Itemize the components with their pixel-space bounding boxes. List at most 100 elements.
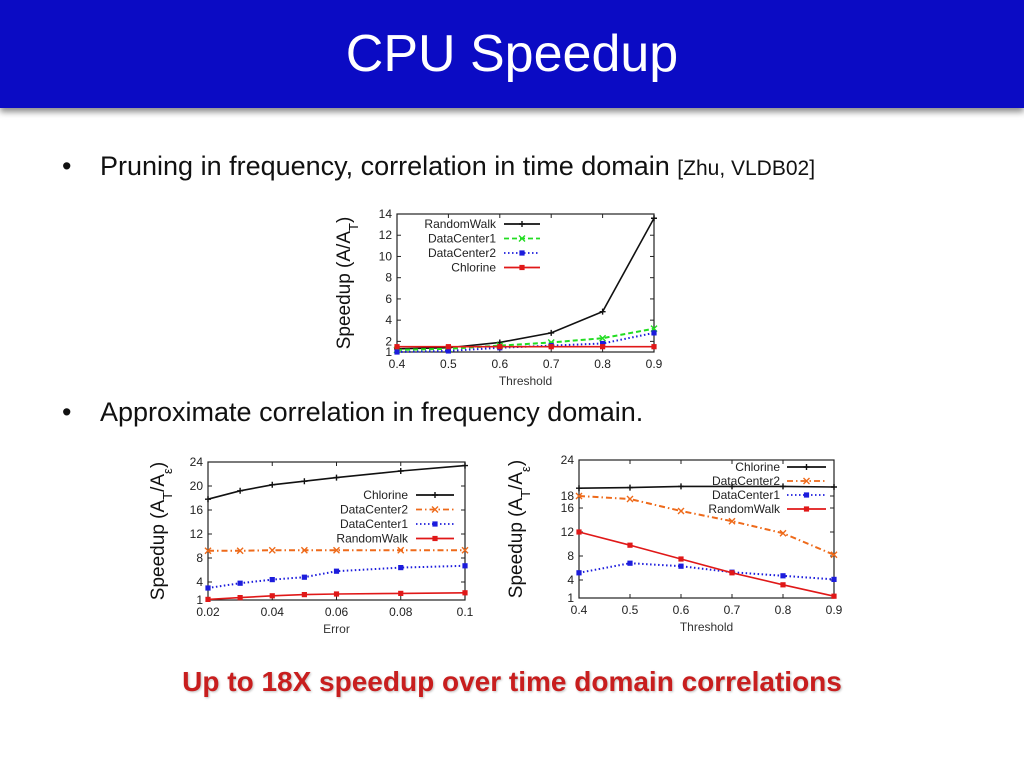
data-point (398, 565, 404, 571)
y-tick-label: 4 (385, 313, 392, 327)
bullet-2-text: Approximate correlation in frequency dom… (100, 397, 644, 427)
data-point (678, 483, 684, 490)
data-point (432, 521, 438, 527)
data-point (626, 495, 634, 503)
y-tick-label: 20 (190, 479, 204, 493)
data-point (576, 529, 582, 535)
series-line-randomwalk (578, 531, 835, 597)
x-tick-label: 0.4 (389, 357, 406, 371)
legend-label-randomwalk: RandomWalk (424, 217, 497, 231)
title-bar: CPU Speedup (0, 0, 1024, 108)
bullet-1: • Pruning in frequency, correlation in ti… (62, 151, 815, 182)
data-point (205, 496, 211, 503)
y-axis-label: Speedup (A/AT) (334, 217, 361, 350)
data-point (397, 546, 405, 554)
data-point (497, 344, 503, 350)
data-point (599, 334, 607, 342)
data-point (831, 484, 837, 490)
y-tick-label: 14 (379, 207, 393, 221)
slide-title: CPU Speedup (345, 25, 679, 83)
x-tick-label: 0.4 (571, 603, 588, 617)
y-tick-label: 2 (385, 334, 392, 348)
data-point (237, 595, 243, 601)
data-point (432, 535, 438, 542)
data-point (237, 580, 243, 586)
series-line-randomwalk (396, 217, 655, 350)
data-point (830, 551, 838, 559)
data-point (803, 492, 810, 498)
data-point (333, 474, 340, 481)
data-point (301, 592, 307, 598)
data-point (397, 468, 404, 474)
y-tick-label: 16 (561, 501, 575, 515)
y-label-part: Speedup (A (506, 498, 527, 599)
chart-error-svg: Speedup (AT/Aε) 1 4 8 12 16 20 24 0.02 0.04 0.06 0.… (148, 455, 474, 636)
legend-label-datacenter1: DataCenter1 (340, 517, 408, 531)
data-point (301, 574, 307, 580)
y-tick-label: 8 (196, 551, 203, 565)
x-tick-label: 0.5 (622, 603, 639, 617)
data-point (269, 593, 275, 599)
data-point (627, 560, 633, 566)
chart-threshold-time-svg: Speedup (A/AT) 12 4 6 8 10 12 14 0.4 0.5 0.6 0.7 0.8… (334, 207, 663, 388)
data-point (462, 563, 468, 569)
data-point (779, 529, 787, 537)
data-point (803, 464, 810, 470)
data-point (780, 582, 786, 588)
x-tick-label: 0.08 (389, 605, 413, 619)
legend-label-datacenter2: DataCenter2 (340, 503, 408, 517)
data-point (237, 487, 244, 494)
series-line-chlorine (578, 485, 835, 489)
x-tick-label: 0.9 (646, 357, 663, 371)
y-label-part: ) (506, 460, 527, 466)
bullet-1-text: Pruning in frequency, correlation in tim… (100, 151, 678, 181)
y-tick-label: 12 (190, 527, 204, 541)
y-tick-label: 24 (190, 455, 204, 469)
data-point (599, 308, 606, 315)
data-point (803, 477, 810, 485)
legend-label-datacenter1: DataCenter1 (712, 488, 780, 502)
data-point (518, 235, 526, 242)
series-line-datacenter1 (396, 327, 655, 351)
bullet-2: • Approximate correlation in frequency do… (62, 397, 643, 428)
y-label-subscript: T (160, 492, 175, 500)
data-point (729, 483, 735, 490)
data-point (575, 492, 583, 500)
data-point (205, 596, 211, 602)
x-tick-label: 0.7 (543, 357, 560, 371)
x-tick-label: 0.02 (196, 605, 220, 619)
plot-frame (578, 459, 835, 599)
data-point (269, 481, 276, 488)
x-tick-label: 0.7 (724, 603, 741, 617)
data-point (519, 250, 525, 256)
data-point (205, 585, 211, 591)
legend-label-datacenter1: DataCenter1 (428, 232, 496, 246)
data-point (678, 556, 684, 562)
chart-error: Speedup (AT/Aε) 1 4 8 12 16 20 24 0.02 0.04 0.06 0.… (144, 448, 478, 646)
y-label-part: /A (334, 231, 355, 249)
y-tick-label: 16 (190, 503, 204, 517)
x-tick-label: 0.8 (594, 357, 611, 371)
conclusion-text: Up to 18X speedup over time domain corre… (182, 666, 842, 697)
x-axis-label: Threshold (680, 620, 733, 634)
x-tick-label: 0.5 (440, 357, 457, 371)
data-point (548, 329, 555, 336)
data-point (831, 593, 837, 599)
data-point (394, 344, 400, 350)
y-tick-label: 8 (567, 549, 574, 563)
data-point (729, 570, 735, 576)
y-tick-label: 8 (385, 271, 392, 285)
data-point (300, 546, 308, 554)
y-axis-label: Speedup (AT/Aε) (148, 462, 175, 600)
data-point (268, 546, 276, 554)
legend-label-randomwalk: RandomWalk (708, 502, 781, 516)
data-point (236, 547, 244, 555)
data-point (576, 570, 582, 576)
data-point (803, 506, 810, 512)
legend-label-chlorine: Chlorine (363, 488, 408, 502)
chart-threshold-time: Speedup (A/AT) 1 2 4 6 8 10 12 14 0.4 0.5 0.6 0.7 0.8… (326, 200, 666, 396)
legend-label-chlorine: Chlorine (735, 460, 780, 474)
y-label-part: Speedup (A (334, 249, 355, 350)
x-tick-label: 0.06 (325, 605, 349, 619)
